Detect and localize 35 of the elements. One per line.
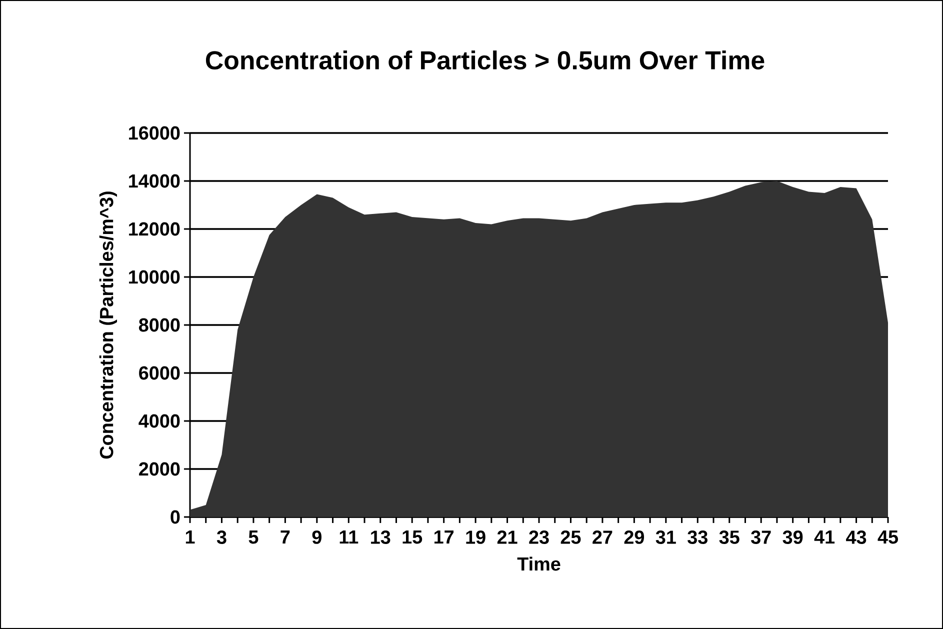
x-tick-label: 5 <box>248 530 258 544</box>
y-tick-label: 8000 <box>138 318 180 332</box>
x-tick-label: 9 <box>312 530 322 544</box>
x-tick-label: 41 <box>814 530 835 544</box>
x-tick-label: 1 <box>186 530 195 544</box>
y-tick-label: 14000 <box>129 174 180 188</box>
y-tick-label: 2000 <box>139 462 180 476</box>
x-tick-label: 31 <box>656 530 676 544</box>
x-tick-label: 23 <box>529 530 549 544</box>
x-tick-label: 39 <box>782 530 803 544</box>
x-tick-label: 11 <box>340 530 358 544</box>
x-tick-label: 19 <box>466 530 486 544</box>
x-tick-label: 27 <box>592 530 612 544</box>
x-tick-label: 37 <box>751 530 771 544</box>
x-tick-label: 21 <box>497 530 518 544</box>
x-tick-label: 45 <box>878 530 898 544</box>
x-tick-label: 43 <box>846 530 866 544</box>
x-tick-label: 15 <box>402 530 422 544</box>
x-tick-label: 33 <box>688 530 708 544</box>
y-tick-label: 4000 <box>138 414 180 428</box>
x-tick-label: 13 <box>371 530 390 544</box>
x-tick-label: 29 <box>624 530 644 544</box>
y-tick-label: 10000 <box>129 270 180 284</box>
x-tick-label: 3 <box>216 530 226 544</box>
x-tick-label: 7 <box>280 530 290 544</box>
x-axis-title: Time <box>517 556 560 571</box>
chart-title: Concentration of Particles > 0.5um Over Time <box>206 50 764 70</box>
y-tick-label: 0 <box>170 510 180 524</box>
x-tick-label: 35 <box>719 530 740 544</box>
y-tick-label: 16000 <box>129 126 180 140</box>
y-axis-title: Concentration (Particles/m^3) <box>99 192 117 459</box>
y-tick-label: 12000 <box>129 222 180 236</box>
y-tick-label: 6000 <box>139 366 180 380</box>
x-tick-label: 17 <box>434 530 454 544</box>
x-tick-label: 25 <box>560 530 581 544</box>
